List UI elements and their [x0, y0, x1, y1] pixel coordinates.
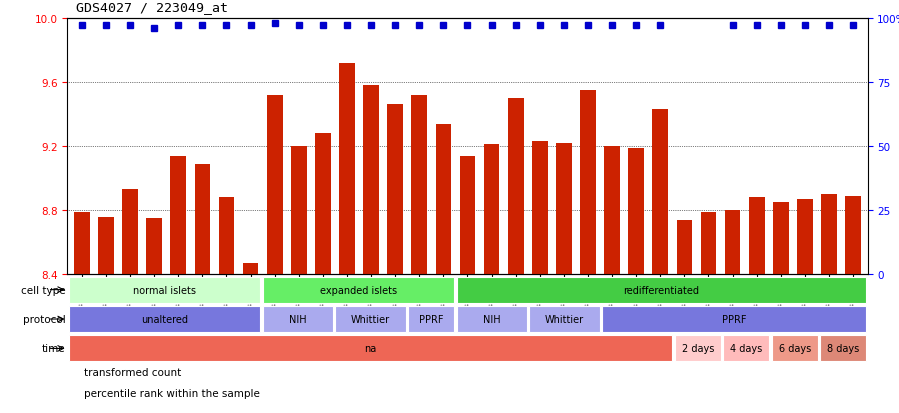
Bar: [243, 263, 258, 275]
Bar: [508, 99, 523, 275]
Bar: [387, 105, 403, 275]
Bar: [267, 95, 282, 275]
Text: PPRF: PPRF: [722, 314, 746, 324]
Bar: [68, 277, 260, 303]
Bar: [749, 198, 764, 275]
Text: cell type: cell type: [21, 285, 66, 295]
Bar: [845, 196, 861, 275]
Bar: [74, 212, 90, 275]
Bar: [459, 156, 476, 275]
Text: NIH: NIH: [289, 314, 307, 324]
Bar: [412, 95, 427, 275]
Bar: [484, 145, 500, 275]
Bar: [580, 90, 596, 275]
Bar: [315, 134, 331, 275]
Bar: [435, 124, 451, 275]
Bar: [335, 306, 405, 332]
Text: unaltered: unaltered: [141, 314, 188, 324]
Bar: [675, 336, 721, 361]
Text: normal islets: normal islets: [133, 285, 196, 295]
Bar: [724, 336, 770, 361]
Bar: [339, 63, 355, 275]
Bar: [68, 336, 672, 361]
Bar: [773, 203, 788, 275]
Bar: [602, 306, 867, 332]
Bar: [653, 110, 668, 275]
Bar: [171, 156, 186, 275]
Text: PPRF: PPRF: [419, 314, 443, 324]
Bar: [797, 199, 813, 275]
Bar: [363, 86, 378, 275]
Text: 4 days: 4 days: [730, 344, 762, 354]
Bar: [771, 336, 818, 361]
Bar: [457, 306, 527, 332]
Text: Whittier: Whittier: [545, 314, 584, 324]
Text: NIH: NIH: [483, 314, 501, 324]
Bar: [147, 218, 162, 275]
Text: 2 days: 2 days: [681, 344, 714, 354]
Bar: [218, 198, 235, 275]
Text: transformed count: transformed count: [85, 368, 182, 377]
Bar: [194, 164, 210, 275]
Bar: [263, 277, 454, 303]
Bar: [556, 143, 572, 275]
Bar: [263, 306, 333, 332]
Bar: [604, 147, 620, 275]
Bar: [530, 306, 600, 332]
Text: time: time: [42, 344, 66, 354]
Bar: [628, 148, 644, 275]
Text: Whittier: Whittier: [351, 314, 390, 324]
Bar: [725, 211, 741, 275]
Text: protocol: protocol: [22, 314, 66, 324]
Bar: [408, 306, 454, 332]
Text: redifferentiated: redifferentiated: [623, 285, 699, 295]
Bar: [820, 336, 867, 361]
Bar: [532, 142, 547, 275]
Bar: [98, 217, 114, 275]
Text: 8 days: 8 days: [827, 344, 859, 354]
Text: na: na: [364, 344, 377, 354]
Bar: [821, 195, 837, 275]
Text: GDS4027 / 223049_at: GDS4027 / 223049_at: [76, 2, 228, 14]
Bar: [122, 190, 138, 275]
Text: 6 days: 6 days: [779, 344, 811, 354]
Bar: [677, 220, 692, 275]
Bar: [291, 147, 307, 275]
Bar: [700, 212, 717, 275]
Text: percentile rank within the sample: percentile rank within the sample: [85, 388, 260, 398]
Bar: [68, 306, 260, 332]
Text: expanded islets: expanded islets: [320, 285, 397, 295]
Bar: [457, 277, 867, 303]
